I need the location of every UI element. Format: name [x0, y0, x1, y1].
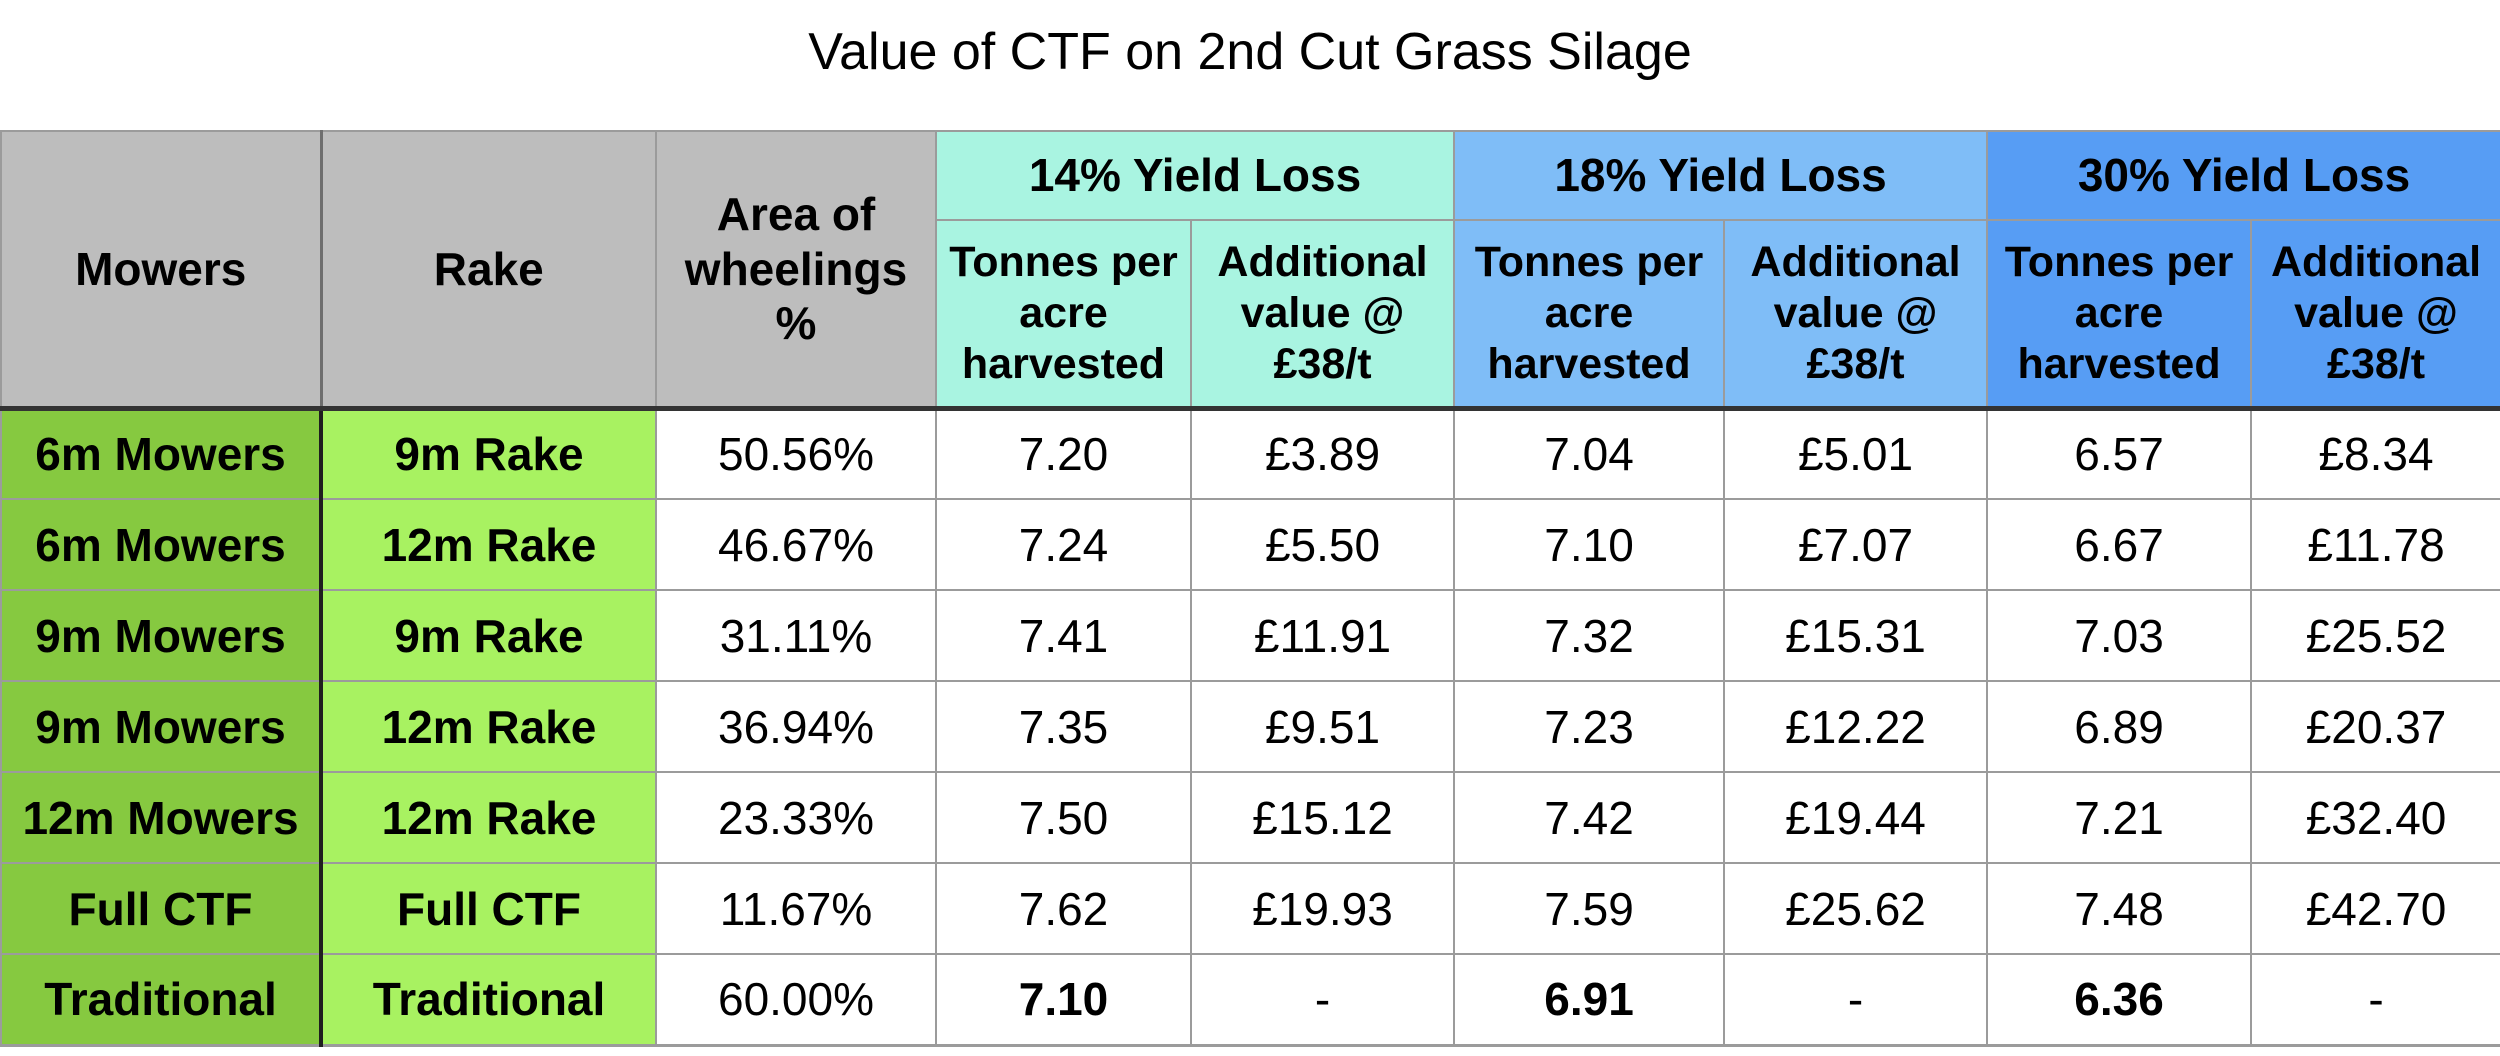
table-row: 9m Mowers 12m Rake 36.94% 7.35 £9.51 7.2… — [0, 680, 2500, 773]
cell-tonnes-18: 6.91 — [1453, 953, 1726, 1047]
sub-header-tonnes-30: Tonnes per acre harvested — [1986, 219, 2253, 411]
cell-value-30: £8.34 — [2250, 407, 2500, 500]
cell-mower: 6m Mowers — [0, 498, 323, 591]
cell-value-18: - — [1723, 953, 1989, 1047]
cell-value-30: - — [2250, 953, 2500, 1047]
cell-rake: Full CTF — [320, 862, 657, 955]
table-row: Traditional Traditional 60.00% 7.10 - 6.… — [0, 953, 2500, 1047]
cell-mower: Traditional — [0, 953, 323, 1047]
cell-value-30: £25.52 — [2250, 589, 2500, 682]
cell-tonnes-18: 7.32 — [1453, 589, 1726, 682]
cell-tonnes-30: 7.03 — [1986, 589, 2253, 682]
cell-area: 50.56% — [655, 407, 937, 500]
cell-tonnes-30: 6.57 — [1986, 407, 2253, 500]
cell-value-14: £11.91 — [1189, 589, 1456, 682]
table-row: Full CTF Full CTF 11.67% 7.62 £19.93 7.5… — [0, 862, 2500, 955]
cell-value-30: £32.40 — [2250, 771, 2500, 864]
cell-mower: 12m Mowers — [0, 771, 323, 864]
col-header-rake: Rake — [320, 130, 657, 411]
cell-value-18: £7.07 — [1723, 498, 1989, 591]
cell-tonnes-30: 7.48 — [1986, 862, 2253, 955]
sub-header-value-30: Additional value @ £38/t — [2250, 219, 2500, 411]
cell-mower: Full CTF — [0, 862, 323, 955]
group-header-30pct-yield-loss: 30% Yield Loss — [1986, 130, 2500, 221]
cell-area: 36.94% — [655, 680, 937, 773]
cell-value-18: £5.01 — [1723, 407, 1989, 500]
cell-tonnes-18: 7.59 — [1453, 862, 1726, 955]
cell-value-30: £42.70 — [2250, 862, 2500, 955]
cell-value-30: £20.37 — [2250, 680, 2500, 773]
cell-tonnes-18: 7.10 — [1453, 498, 1726, 591]
table-row: 6m Mowers 9m Rake 50.56% 7.20 £3.89 7.04… — [0, 407, 2500, 500]
group-header-14pct-yield-loss: 14% Yield Loss — [934, 130, 1456, 221]
cell-tonnes-14: 7.41 — [935, 589, 1192, 682]
sub-header-value-18: Additional value @ £38/t — [1723, 219, 1989, 411]
cell-tonnes-30: 7.21 — [1986, 771, 2253, 864]
group-header-18pct-yield-loss: 18% Yield Loss — [1453, 130, 1989, 221]
sub-header-tonnes-14: Tonnes per acre harvested — [935, 219, 1192, 411]
cell-tonnes-14: 7.35 — [935, 680, 1192, 773]
cell-value-14: - — [1189, 953, 1456, 1047]
cell-tonnes-18: 7.23 — [1453, 680, 1726, 773]
chart-title: Value of CTF on 2nd Cut Grass Silage — [808, 23, 1692, 81]
cell-tonnes-30: 6.36 — [1986, 953, 2253, 1047]
cell-rake: 12m Rake — [320, 498, 657, 591]
col-header-area-of-wheelings: Area of wheelings % — [655, 130, 937, 411]
cell-tonnes-18: 7.42 — [1453, 771, 1726, 864]
cell-mower: 6m Mowers — [0, 407, 323, 500]
cell-rake: Traditional — [320, 953, 657, 1047]
cell-tonnes-30: 6.89 — [1986, 680, 2253, 773]
cell-value-14: £9.51 — [1189, 680, 1456, 773]
cell-rake: 12m Rake — [320, 680, 657, 773]
cell-value-14: £5.50 — [1189, 498, 1456, 591]
table-row: 12m Mowers 12m Rake 23.33% 7.50 £15.12 7… — [0, 771, 2500, 864]
ctf-value-table: Mowers Rake Area of wheelings % 14% Yiel… — [0, 130, 2500, 1047]
cell-mower: 9m Mowers — [0, 680, 323, 773]
table-row: 9m Mowers 9m Rake 31.11% 7.41 £11.91 7.3… — [0, 589, 2500, 682]
cell-value-18: £25.62 — [1723, 862, 1989, 955]
cell-area: 31.11% — [655, 589, 937, 682]
cell-tonnes-14: 7.62 — [935, 862, 1192, 955]
cell-mower: 9m Mowers — [0, 589, 323, 682]
cell-tonnes-30: 6.67 — [1986, 498, 2253, 591]
table-row: 6m Mowers 12m Rake 46.67% 7.24 £5.50 7.1… — [0, 498, 2500, 591]
cell-value-30: £11.78 — [2250, 498, 2500, 591]
cell-value-18: £15.31 — [1723, 589, 1989, 682]
cell-value-14: £15.12 — [1189, 771, 1456, 864]
col-header-mowers: Mowers — [0, 130, 323, 411]
cell-tonnes-14: 7.50 — [935, 771, 1192, 864]
cell-tonnes-14: 7.20 — [935, 407, 1192, 500]
cell-value-14: £3.89 — [1189, 407, 1456, 500]
cell-value-14: £19.93 — [1189, 862, 1456, 955]
cell-area: 60.00% — [655, 953, 937, 1047]
cell-tonnes-14: 7.24 — [935, 498, 1192, 591]
sub-header-value-14: Additional value @ £38/t — [1189, 219, 1456, 411]
cell-tonnes-14: 7.10 — [935, 953, 1192, 1047]
cell-rake: 9m Rake — [320, 589, 657, 682]
sub-header-tonnes-18: Tonnes per acre harvested — [1453, 219, 1726, 411]
cell-value-18: £12.22 — [1723, 680, 1989, 773]
cell-rake: 12m Rake — [320, 771, 657, 864]
cell-rake: 9m Rake — [320, 407, 657, 500]
cell-area: 46.67% — [655, 498, 937, 591]
cell-value-18: £19.44 — [1723, 771, 1989, 864]
cell-tonnes-18: 7.04 — [1453, 407, 1726, 500]
cell-area: 23.33% — [655, 771, 937, 864]
cell-area: 11.67% — [655, 862, 937, 955]
